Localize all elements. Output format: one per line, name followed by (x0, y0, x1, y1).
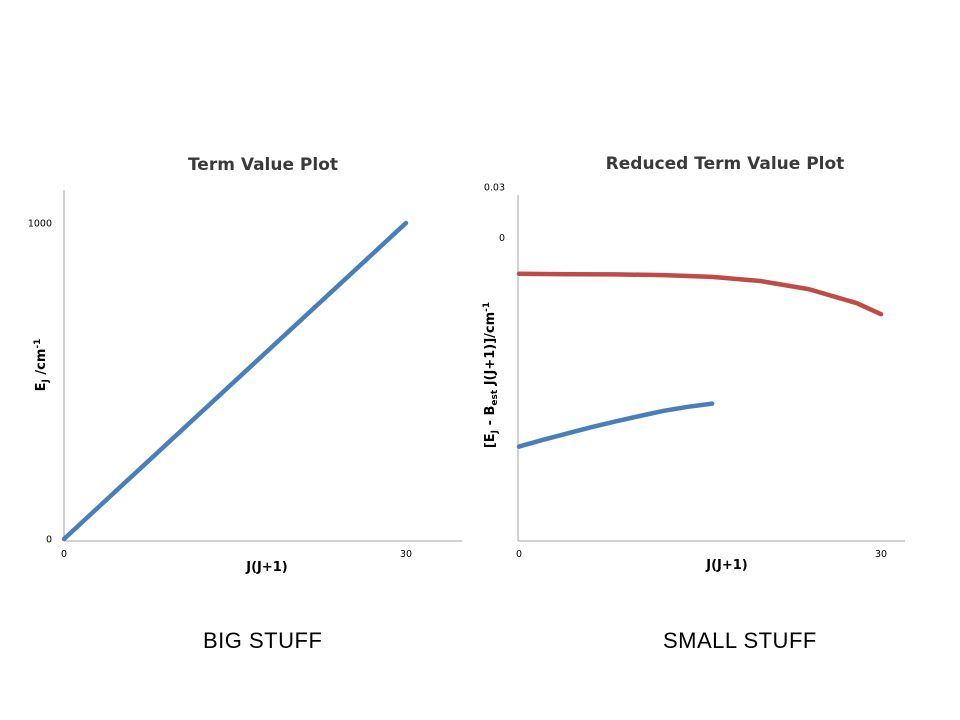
tick-labels: 0 30 0 1000 (28, 219, 412, 561)
y-label-sub: J (41, 379, 51, 383)
y-label-pre: [E (483, 433, 498, 448)
caption-small-stuff: SMALL STUFF (663, 628, 817, 653)
y-tick-label: 0 (46, 535, 52, 546)
y-label-rest: /cm (34, 349, 49, 380)
x-tick-label: 0 (516, 549, 522, 560)
y-tick-label: 1000 (28, 219, 52, 230)
y-label-sub2: est (490, 389, 500, 405)
series-line-2 (516, 401, 715, 449)
x-tick-label: 0 (61, 549, 67, 560)
series-line-1 (516, 271, 884, 317)
y-axis-label: EJ /cm-1 (33, 339, 51, 392)
y-label-rest: J(J+1)]/cm (483, 312, 498, 390)
y-tick-label: 0.03 (484, 182, 505, 193)
series-line-1 (61, 220, 409, 542)
x-axis-label: J(J+1) (705, 558, 748, 573)
y-axis-label: [EJ - Best J(J+1)]/cm-1 (482, 302, 500, 448)
caption-big-stuff: BIG STUFF (203, 628, 323, 653)
y-label-sup: -1 (33, 339, 43, 349)
x-tick-label: 30 (875, 549, 887, 560)
chart-title: Reduced Term Value Plot (606, 154, 845, 174)
y-label-sub1: J (490, 430, 500, 434)
x-axis-label: J(J+1) (245, 560, 288, 575)
y-label-sup: -1 (482, 302, 492, 312)
chart-title: Term Value Plot (188, 155, 338, 175)
y-label-mid: - B (483, 406, 498, 430)
tick-labels: 0 30 0 0.03 (484, 182, 887, 560)
y-label-main: E (34, 383, 49, 392)
y-tick-label: 0 (499, 233, 505, 244)
series-group (61, 220, 409, 542)
x-tick-label: 30 (400, 549, 412, 560)
series-group (516, 271, 884, 449)
